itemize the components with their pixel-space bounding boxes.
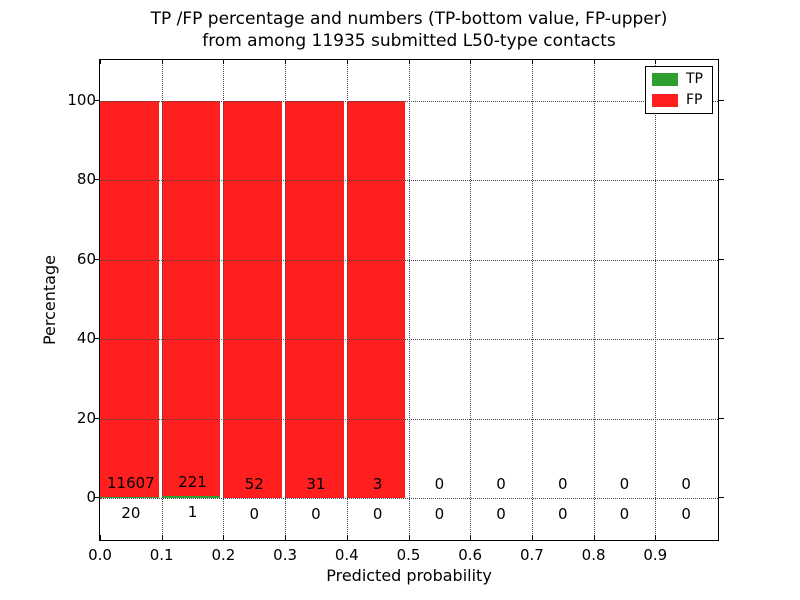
x-tick-top (408, 60, 410, 64)
x-tick-bottom (285, 535, 287, 540)
x-tick-top (346, 60, 348, 64)
fp-count-label: 52 (244, 475, 264, 493)
tp-count-label: 0 (249, 505, 260, 523)
x-tick-label: 0.6 (458, 546, 483, 564)
x-tick-top (593, 60, 595, 64)
x-tick-bottom (531, 535, 533, 540)
tp-count-label: 0 (557, 505, 568, 523)
x-tick-label: 0.5 (396, 546, 421, 564)
v-gridline (470, 60, 472, 540)
y-tick-right (719, 338, 724, 340)
tp-count-label: 0 (311, 505, 321, 523)
x-tick-top (161, 60, 163, 64)
x-tick-top (285, 60, 287, 64)
y-tick-label: 60 (76, 249, 96, 268)
tp-count-label: 0 (681, 505, 691, 523)
x-tick-top (223, 60, 225, 64)
y-tick-left (95, 338, 100, 340)
chart-title-line2: from among 11935 submitted L50-type cont… (202, 31, 616, 51)
fp-count-label: 0 (681, 475, 691, 493)
fp-count-label: 11607 (107, 474, 155, 493)
legend-item-tp: TP (652, 72, 703, 87)
x-tick-bottom (408, 535, 410, 540)
y-tick-right (719, 497, 724, 498)
legend-label-fp: FP (686, 92, 703, 108)
plot-area: TP FP 11607 20 221 1 52 0 31 0 3 0 0 0 0 0 0 0 0 0 0 0 (99, 59, 719, 541)
v-gridline (593, 60, 595, 540)
legend-item-fp: FP (652, 93, 703, 108)
fp-count-label: 3 (372, 475, 383, 493)
x-tick-top (531, 60, 533, 64)
tp-count-label: 0 (619, 505, 630, 523)
tp-count-label: 0 (496, 505, 506, 523)
bar-fp-segment (100, 101, 159, 498)
v-gridline (408, 60, 410, 540)
x-tick-label: 0.9 (643, 546, 668, 564)
bar-fp-segment (223, 101, 282, 498)
tp-count-label: 1 (187, 503, 198, 522)
y-tick-label: 100 (67, 91, 96, 109)
x-axis-label: Predicted probability (326, 566, 492, 585)
bar-tp-segment (161, 496, 221, 498)
y-tick-left (95, 497, 100, 498)
y-tick-label: 40 (76, 329, 96, 348)
x-tick-bottom (161, 535, 163, 540)
v-gridline (223, 60, 225, 540)
y-tick-right (719, 258, 724, 260)
x-tick-bottom (346, 535, 348, 540)
x-tick-top (100, 60, 101, 64)
v-gridline (285, 60, 287, 540)
y-tick-right (719, 179, 724, 181)
y-tick-left (95, 258, 100, 260)
y-tick-label: 0 (86, 488, 96, 506)
fp-count-label: 221 (178, 473, 207, 492)
x-tick-bottom (593, 535, 595, 540)
y-tick-left (95, 179, 100, 181)
tp-count-label: 0 (434, 505, 445, 523)
fp-count-label: 31 (306, 475, 326, 493)
x-tick-label: 0.4 (334, 546, 359, 564)
bar-fp-segment (161, 101, 221, 497)
v-gridline (346, 60, 348, 540)
y-tick-right (719, 100, 724, 101)
x-tick-bottom (470, 535, 472, 540)
y-tick-right (719, 417, 724, 419)
chart-title: TP /FP percentage and numbers (TP-bottom… (99, 8, 719, 52)
x-tick-label: 0.3 (273, 546, 298, 564)
fp-count-label: 0 (496, 475, 506, 493)
fp-count-label: 0 (557, 475, 568, 493)
legend-label-tp: TP (686, 71, 703, 87)
legend: TP FP (645, 66, 713, 114)
fp-count-label: 0 (619, 475, 630, 493)
bar-fp-segment (346, 101, 406, 498)
tp-count-label: 20 (121, 504, 141, 523)
v-gridline (161, 60, 163, 540)
x-tick-label: 0.0 (88, 546, 112, 564)
chart-title-line1: TP /FP percentage and numbers (TP-bottom… (150, 9, 668, 29)
y-tick-left (95, 417, 100, 419)
x-tick-top (470, 60, 472, 64)
x-tick-bottom (100, 535, 101, 540)
fp-color-swatch (652, 94, 678, 107)
x-tick-bottom (655, 535, 657, 540)
v-gridline (655, 60, 657, 540)
x-tick-label: 0.8 (581, 546, 606, 564)
bar-tp-segment (100, 497, 159, 498)
x-tick-label: 0.7 (519, 546, 544, 564)
x-tick-top (655, 60, 657, 64)
tp-color-swatch (652, 73, 678, 86)
y-tick-label: 80 (76, 170, 96, 189)
v-gridline (531, 60, 533, 540)
bar-fp-segment (285, 101, 344, 498)
tp-count-label: 0 (372, 505, 383, 523)
fp-count-label: 0 (434, 475, 445, 493)
x-tick-label: 0.1 (149, 546, 174, 564)
x-tick-bottom (223, 535, 225, 540)
y-tick-label: 20 (76, 408, 96, 427)
y-tick-left (95, 100, 100, 101)
x-tick-label: 0.2 (211, 546, 236, 564)
